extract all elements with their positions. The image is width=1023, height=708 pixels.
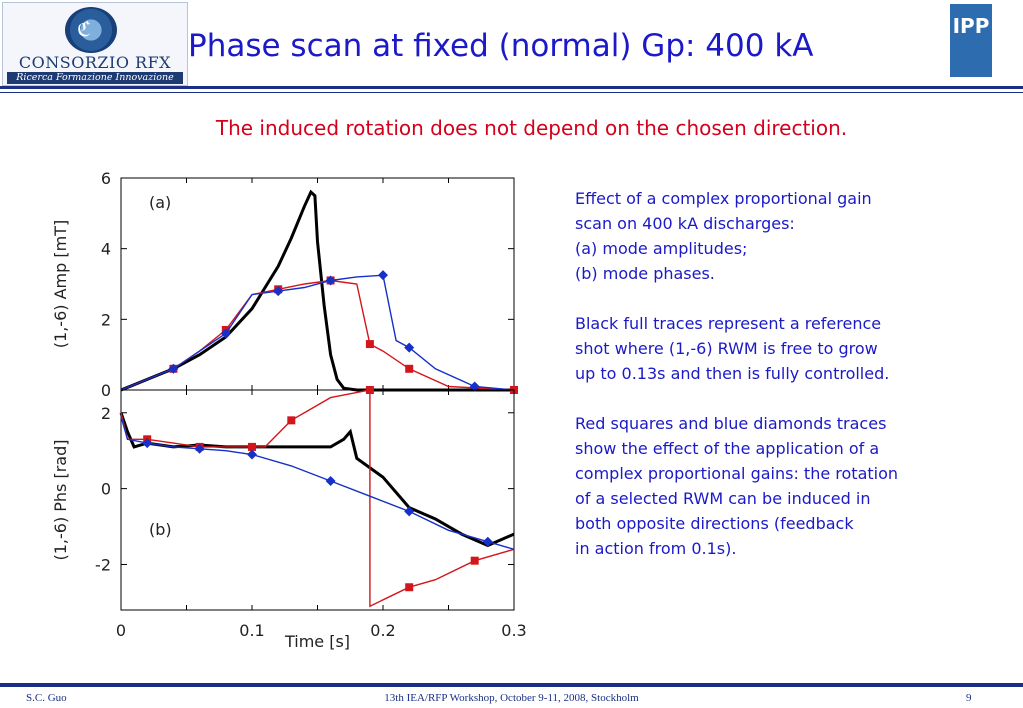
paragraph-2: Black full traces represent a reference …: [575, 311, 985, 386]
data-point-diamond: [404, 342, 415, 353]
y-tick-label: -2: [95, 555, 111, 574]
y-tick-label: 0: [101, 480, 111, 499]
data-point-square: [365, 340, 374, 349]
data-point-diamond: [325, 275, 336, 286]
header-rule-thin: [0, 92, 1023, 93]
data-point-square: [470, 556, 479, 565]
series-line: [120, 389, 515, 608]
ipp-logo-text: IPP: [952, 14, 990, 38]
y-tick-label: 2: [101, 404, 111, 423]
logo-name: CONSORZIO RFX: [18, 53, 172, 72]
x-tick-label: 0.2: [370, 621, 395, 640]
consorzio-emblem-icon: ℭ: [65, 7, 117, 53]
panel-label: (b): [149, 520, 172, 539]
data-point-diamond: [325, 476, 336, 487]
paragraph-3: Red squares and blue diamonds traces sho…: [575, 411, 985, 561]
data-point-diamond: [378, 270, 388, 281]
footer-author: S.C. Guo: [26, 692, 67, 704]
data-point-diamond: [273, 286, 284, 297]
data-point-square: [405, 583, 414, 592]
series-line: [120, 279, 515, 391]
series-line: [120, 274, 515, 391]
y-tick-label: 2: [101, 310, 111, 329]
text-line: show the effect of the application of a: [575, 439, 880, 458]
x-tick-label: 0.1: [239, 621, 264, 640]
y-axis-label: (1,-6) Amp [mT]: [51, 220, 70, 348]
panel-b-frame: [120, 389, 515, 611]
text-line: (a) mode amplitudes;: [575, 239, 748, 258]
text-line: Black full traces represent a reference: [575, 314, 882, 333]
text-line: Effect of a complex proportional gain: [575, 189, 872, 208]
x-tick-label: 0: [116, 621, 126, 640]
figure-svg: 0 2 4 6 (1,-6) Amp [mT] (a) -2 0 2 0 0.1 0.2 0.3 (1,-…: [51, 169, 527, 651]
consorzio-rfx-logo: ℭ CONSORZIO RFX Ricerca Formazione Innov…: [2, 2, 188, 86]
slide-subtitle: The induced rotation does not depend on …: [215, 116, 848, 140]
logo-tagline: Ricerca Formazione Innovazione: [7, 72, 183, 84]
data-point-diamond: [482, 536, 493, 547]
text-line: both opposite directions (feedback: [575, 514, 854, 533]
y-tick-label: 6: [101, 169, 111, 188]
data-point-diamond: [168, 363, 179, 374]
text-line: shot where (1,-6) RWM is free to grow: [575, 339, 878, 358]
text-line: in action from 0.1s).: [575, 539, 737, 558]
x-axis-label: Time [s]: [284, 632, 350, 651]
data-point-diamond: [469, 381, 480, 392]
text-line: Red squares and blue diamonds traces: [575, 414, 887, 433]
data-point-square: [248, 442, 256, 451]
text-line: complex proportional gains: the rotation: [575, 464, 899, 483]
y-axis-label: (1,-6) Phs [rad]: [51, 439, 70, 560]
data-point-square: [365, 386, 374, 394]
y-tick-label: 4: [101, 240, 111, 259]
data-point-diamond: [220, 328, 231, 339]
description-text: Effect of a complex proportional gain sc…: [575, 186, 985, 586]
data-point-diamond: [247, 449, 257, 460]
series-line: [120, 189, 514, 392]
header-rule: [0, 86, 1023, 89]
text-line: scan on 400 kA discharges:: [575, 214, 795, 233]
data-point-diamond: [194, 443, 205, 454]
footer-conference: 13th IEA/RFP Workshop, October 9-11, 200…: [384, 692, 639, 704]
ipp-logo: IPP: [950, 4, 992, 77]
slide-title: Phase scan at fixed (normal) Gp: 400 kA: [188, 28, 814, 64]
series-line: [119, 412, 515, 548]
text-line: up to 0.13s and then is fully controlled…: [575, 364, 890, 383]
footer-page-number: 9: [966, 692, 972, 704]
data-point-square: [287, 416, 296, 425]
data-point-diamond: [142, 438, 153, 449]
figure: 0 2 4 6 (1,-6) Amp [mT] (a) -2 0 2 0 0.1 0.2 0.3 (1,-…: [40, 160, 540, 655]
footer-rule: [0, 683, 1023, 687]
x-tick-label: 0.3: [501, 621, 526, 640]
data-point-diamond: [404, 506, 415, 517]
text-line: (b) mode phases.: [575, 264, 715, 283]
text-line: of a selected RWM can be induced in: [575, 489, 871, 508]
data-point-square: [405, 364, 414, 373]
paragraph-1: Effect of a complex proportional gain sc…: [575, 186, 985, 286]
y-tick-label: 0: [101, 381, 111, 400]
panel-label: (a): [149, 193, 171, 212]
